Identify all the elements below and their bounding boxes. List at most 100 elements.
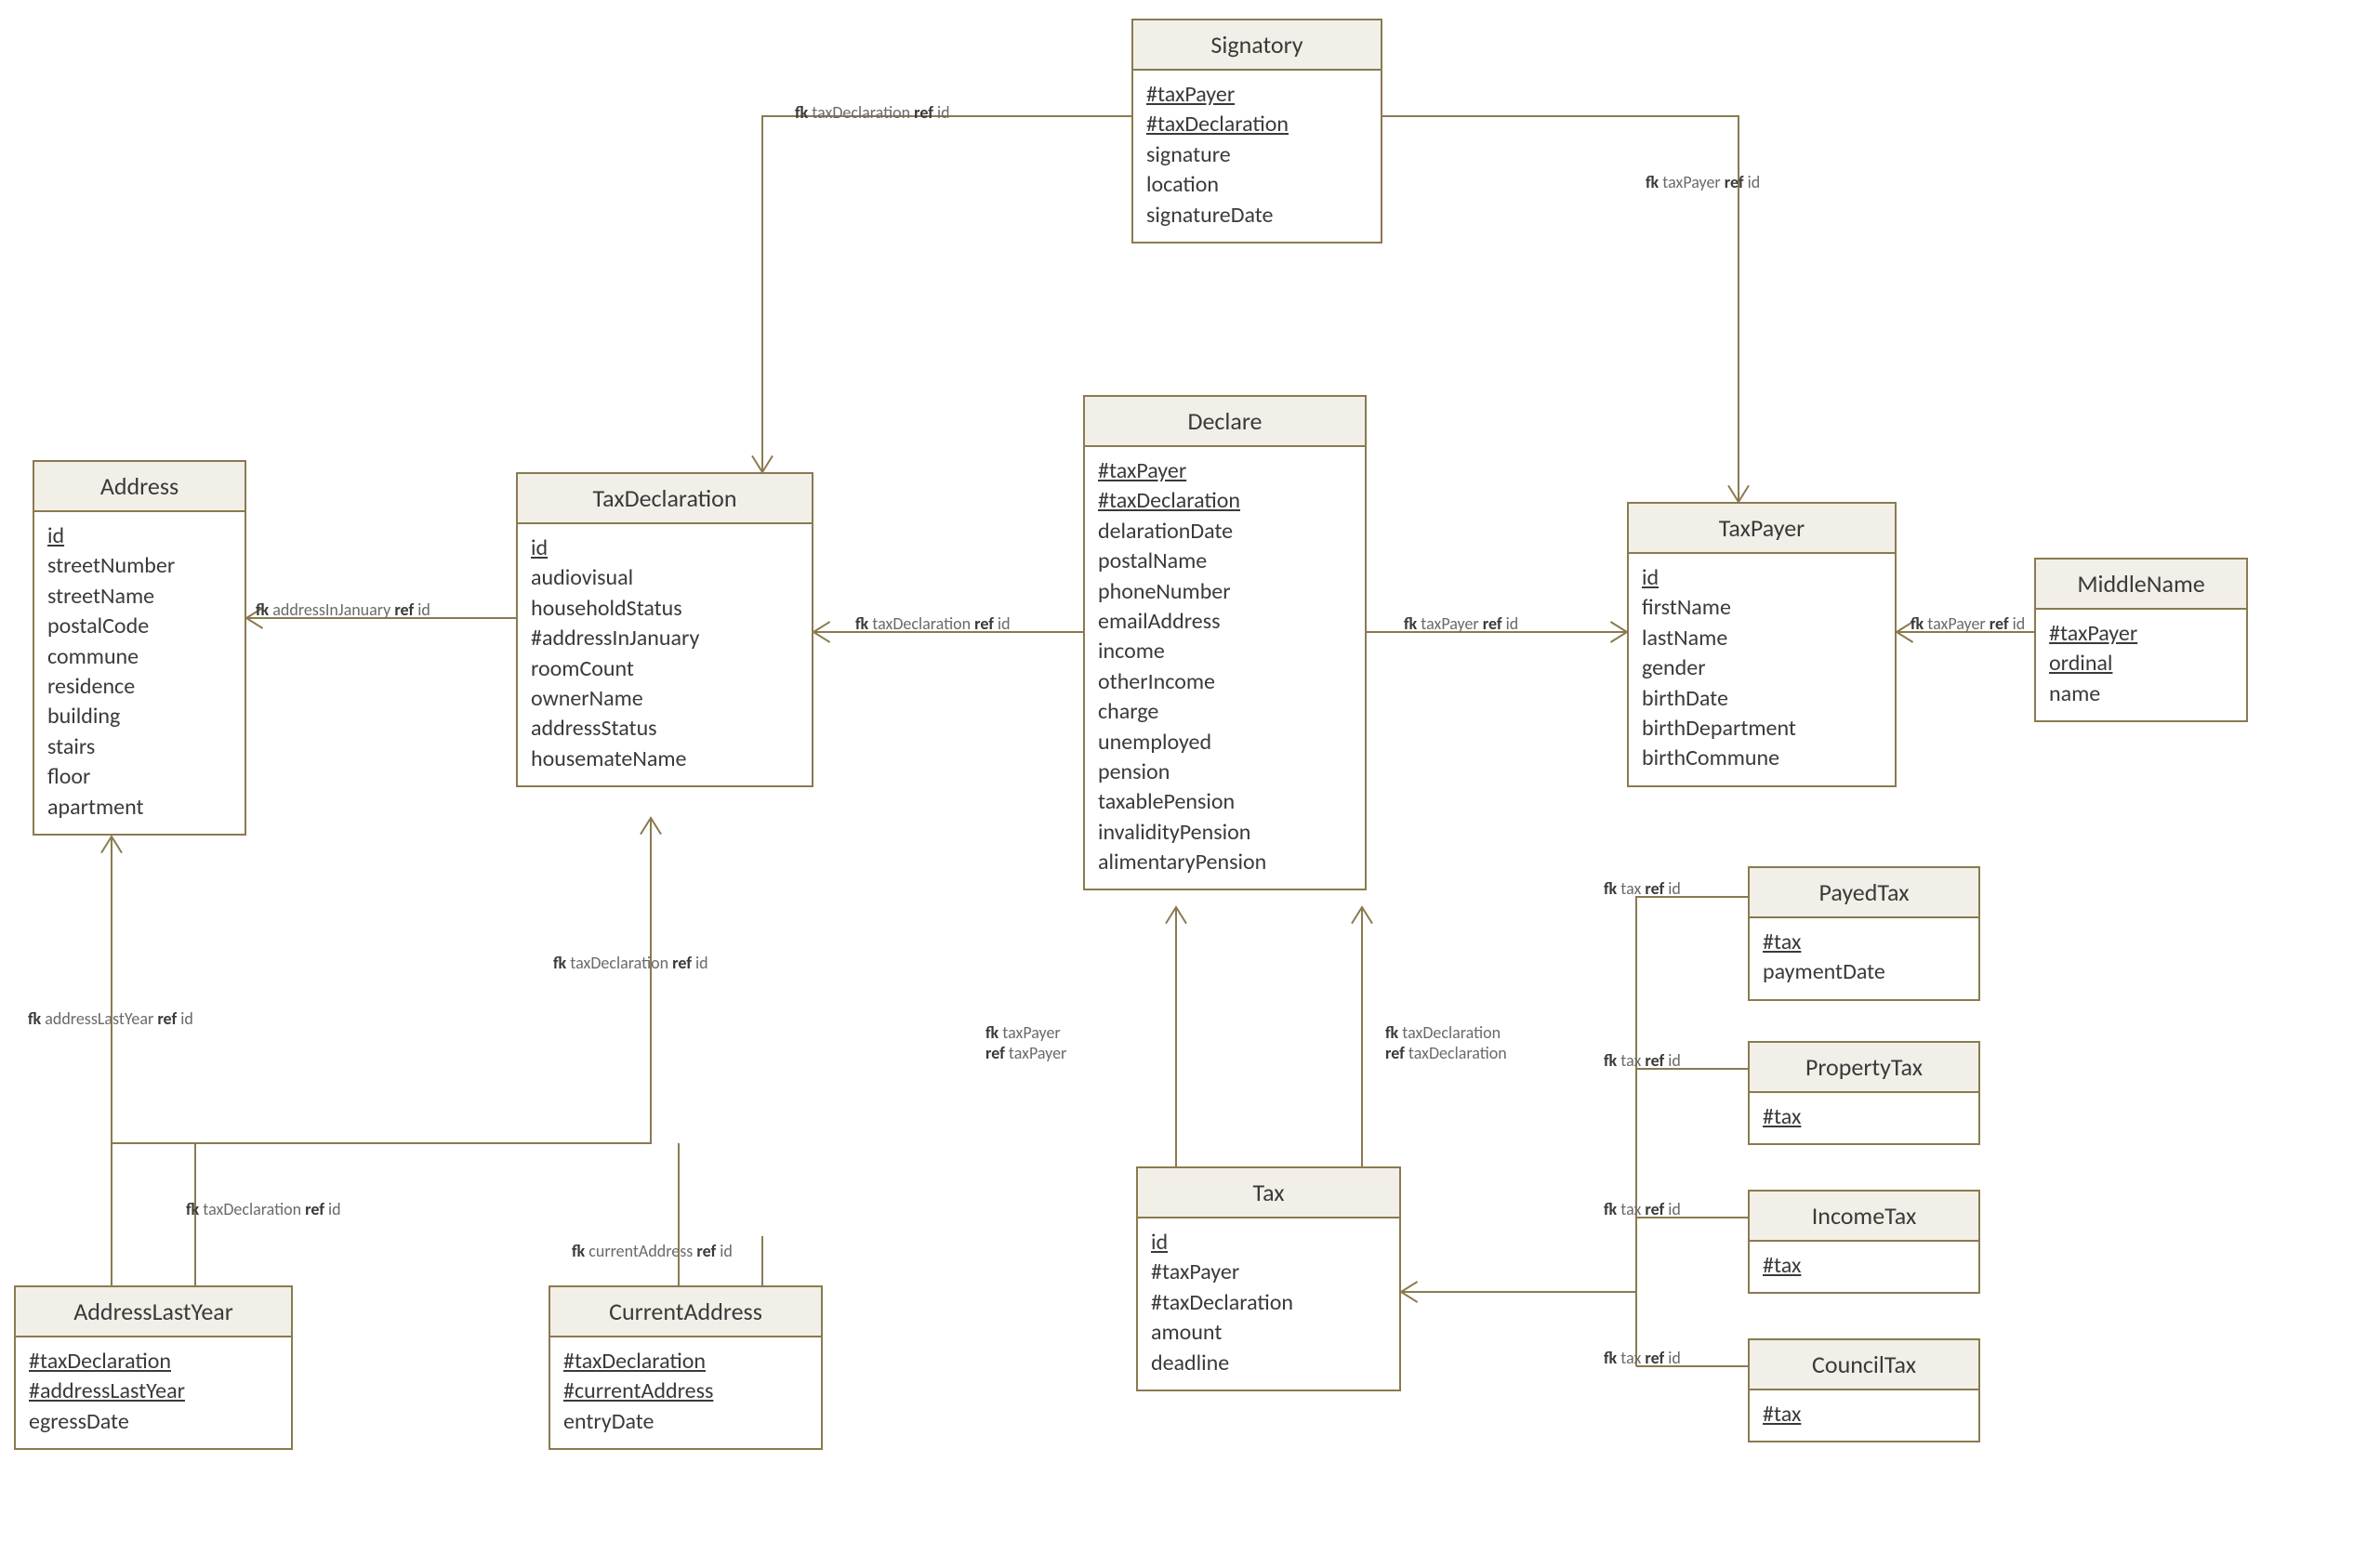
attribute: #tax bbox=[1763, 928, 1965, 957]
attribute: streetName bbox=[47, 582, 231, 612]
edge-label: fk tax ref id bbox=[1604, 1199, 1681, 1219]
attribute: ordinal bbox=[2049, 649, 2233, 678]
attribute: #taxPayer bbox=[1151, 1258, 1386, 1287]
attribute: id bbox=[1642, 563, 1882, 593]
entity-title: CurrentAddress bbox=[550, 1287, 821, 1337]
attribute: entryDate bbox=[563, 1407, 808, 1437]
edge-label: fk taxPayer ref id bbox=[1404, 613, 1518, 634]
entity-body: #taxDeclaration#addressLastYearegressDat… bbox=[16, 1337, 291, 1448]
entity-title: Declare bbox=[1085, 397, 1365, 447]
entity-tax: Taxid#taxPayer#taxDeclarationamountdeadl… bbox=[1136, 1166, 1401, 1391]
entity-addresslastyear: AddressLastYear#taxDeclaration#addressLa… bbox=[14, 1285, 293, 1450]
attribute: residence bbox=[47, 672, 231, 702]
entity-title: Address bbox=[34, 462, 245, 512]
edge-arrow bbox=[813, 622, 830, 642]
attribute: charge bbox=[1098, 697, 1352, 727]
attribute: id bbox=[1151, 1228, 1386, 1258]
attribute: otherIncome bbox=[1098, 667, 1352, 697]
entity-body: #tax bbox=[1750, 1390, 1978, 1441]
attribute: location bbox=[1146, 170, 1368, 200]
attribute: #tax bbox=[1763, 1251, 1965, 1281]
attribute: birthCommune bbox=[1642, 744, 1882, 773]
attribute: apartment bbox=[47, 793, 231, 823]
edge-label: fk tax ref id bbox=[1604, 878, 1681, 899]
attribute: #taxPayer bbox=[2049, 619, 2233, 649]
attribute: #taxDeclaration bbox=[1098, 486, 1352, 516]
attribute: #taxDeclaration bbox=[29, 1347, 278, 1376]
entity-middlename: MiddleName#taxPayerordinalname bbox=[2034, 558, 2248, 722]
attribute: id bbox=[531, 533, 799, 563]
attribute: alimentaryPension bbox=[1098, 848, 1352, 877]
entity-body: idfirstNamelastNamegenderbirthDatebirthD… bbox=[1629, 554, 1895, 785]
edge-arrow bbox=[1401, 1282, 1418, 1302]
attribute: name bbox=[2049, 679, 2233, 709]
attribute: signatureDate bbox=[1146, 201, 1368, 230]
entity-body: #taxpaymentDate bbox=[1750, 918, 1978, 999]
attribute: taxablePension bbox=[1098, 787, 1352, 817]
attribute: audiovisual bbox=[531, 563, 799, 593]
attribute: lastName bbox=[1642, 624, 1882, 653]
entity-title: MiddleName bbox=[2036, 560, 2246, 610]
attribute: #taxDeclaration bbox=[563, 1347, 808, 1376]
entity-body: #taxPayer#taxDeclarationdelarationDatepo… bbox=[1085, 447, 1365, 889]
edge-arrow bbox=[1728, 485, 1749, 502]
edge-label: fk taxDeclaration ref id bbox=[855, 613, 1011, 634]
entity-title: PropertyTax bbox=[1750, 1043, 1978, 1093]
entity-incometax: IncomeTax #tax bbox=[1748, 1190, 1980, 1294]
entity-body: #taxPayerordinalname bbox=[2036, 610, 2246, 720]
entity-title: PayedTax bbox=[1750, 868, 1978, 918]
attribute: firstName bbox=[1642, 593, 1882, 623]
edge-e1 bbox=[762, 116, 1131, 472]
attribute: pension bbox=[1098, 757, 1352, 787]
entity-title: IncomeTax bbox=[1750, 1192, 1978, 1242]
edge-label: fk tax ref id bbox=[1604, 1348, 1681, 1368]
attribute: building bbox=[47, 702, 231, 731]
attribute: #taxPayer bbox=[1098, 456, 1352, 486]
entity-propertytax: PropertyTax#tax bbox=[1748, 1041, 1980, 1145]
attribute: birthDate bbox=[1642, 684, 1882, 714]
edge-label: fk taxPayer ref id bbox=[1646, 172, 1760, 192]
attribute: delarationDate bbox=[1098, 517, 1352, 547]
edge-label: fk taxDeclaration ref id bbox=[186, 1199, 341, 1219]
attribute: id bbox=[47, 521, 231, 551]
attribute: ownerName bbox=[531, 684, 799, 714]
edge-e13 bbox=[1401, 897, 1748, 1292]
entity-signatory: Signatory#taxPayer#taxDeclarationsignatu… bbox=[1131, 19, 1382, 244]
edge-arrow bbox=[1352, 907, 1372, 924]
edge-label: fk taxPayerref taxPayer bbox=[985, 1022, 1066, 1063]
entity-body: #taxPayer#taxDeclarationsignaturelocatio… bbox=[1133, 71, 1381, 242]
attribute: deadline bbox=[1151, 1349, 1386, 1378]
entity-payedtax: PayedTax#taxpaymentDate bbox=[1748, 866, 1980, 1001]
edge-label: fk taxDeclaration ref id bbox=[553, 953, 708, 973]
entity-title: Tax bbox=[1138, 1168, 1399, 1218]
entity-declare: Declare#taxPayer#taxDeclarationdelaratio… bbox=[1083, 395, 1367, 890]
attribute: addressStatus bbox=[531, 714, 799, 744]
entity-body: id#taxPayer#taxDeclarationamountdeadline bbox=[1138, 1218, 1399, 1390]
entity-title: CouncilTax bbox=[1750, 1340, 1978, 1390]
entity-title: AddressLastYear bbox=[16, 1287, 291, 1337]
entity-taxpayer: TaxPayeridfirstNamelastNamegenderbirthDa… bbox=[1627, 502, 1897, 787]
edge-label: fk addressInJanuary ref id bbox=[256, 599, 430, 620]
attribute: floor bbox=[47, 762, 231, 792]
attribute: #tax bbox=[1763, 1400, 1965, 1429]
attribute: signature bbox=[1146, 140, 1368, 170]
edge-arrow bbox=[101, 836, 122, 853]
edge-arrow bbox=[1610, 622, 1627, 642]
attribute: amount bbox=[1151, 1318, 1386, 1348]
edge-label: fk taxDeclaration ref id bbox=[795, 102, 950, 123]
attribute: commune bbox=[47, 642, 231, 672]
edge-arrow bbox=[641, 818, 661, 835]
entity-counciltax: CouncilTax #tax bbox=[1748, 1338, 1980, 1442]
attribute: #currentAddress bbox=[563, 1376, 808, 1406]
attribute: housemateName bbox=[531, 744, 799, 774]
attribute: #addressLastYear bbox=[29, 1376, 278, 1406]
attribute: #taxDeclaration bbox=[1146, 110, 1368, 139]
edge-arrow bbox=[752, 455, 773, 472]
entity-address: AddressidstreetNumberstreetNamepostalCod… bbox=[33, 460, 246, 836]
attribute: #addressInJanuary bbox=[531, 624, 799, 653]
entity-currentaddress: CurrentAddress #taxDeclaration#currentAdd… bbox=[549, 1285, 823, 1450]
entity-body: idaudiovisualhouseholdStatus#addressInJa… bbox=[518, 524, 812, 785]
attribute: postalName bbox=[1098, 547, 1352, 576]
edge-label: fk taxPayer ref id bbox=[1911, 613, 2025, 634]
entity-taxdeclaration: TaxDeclarationidaudiovisualhouseholdStat… bbox=[516, 472, 813, 787]
